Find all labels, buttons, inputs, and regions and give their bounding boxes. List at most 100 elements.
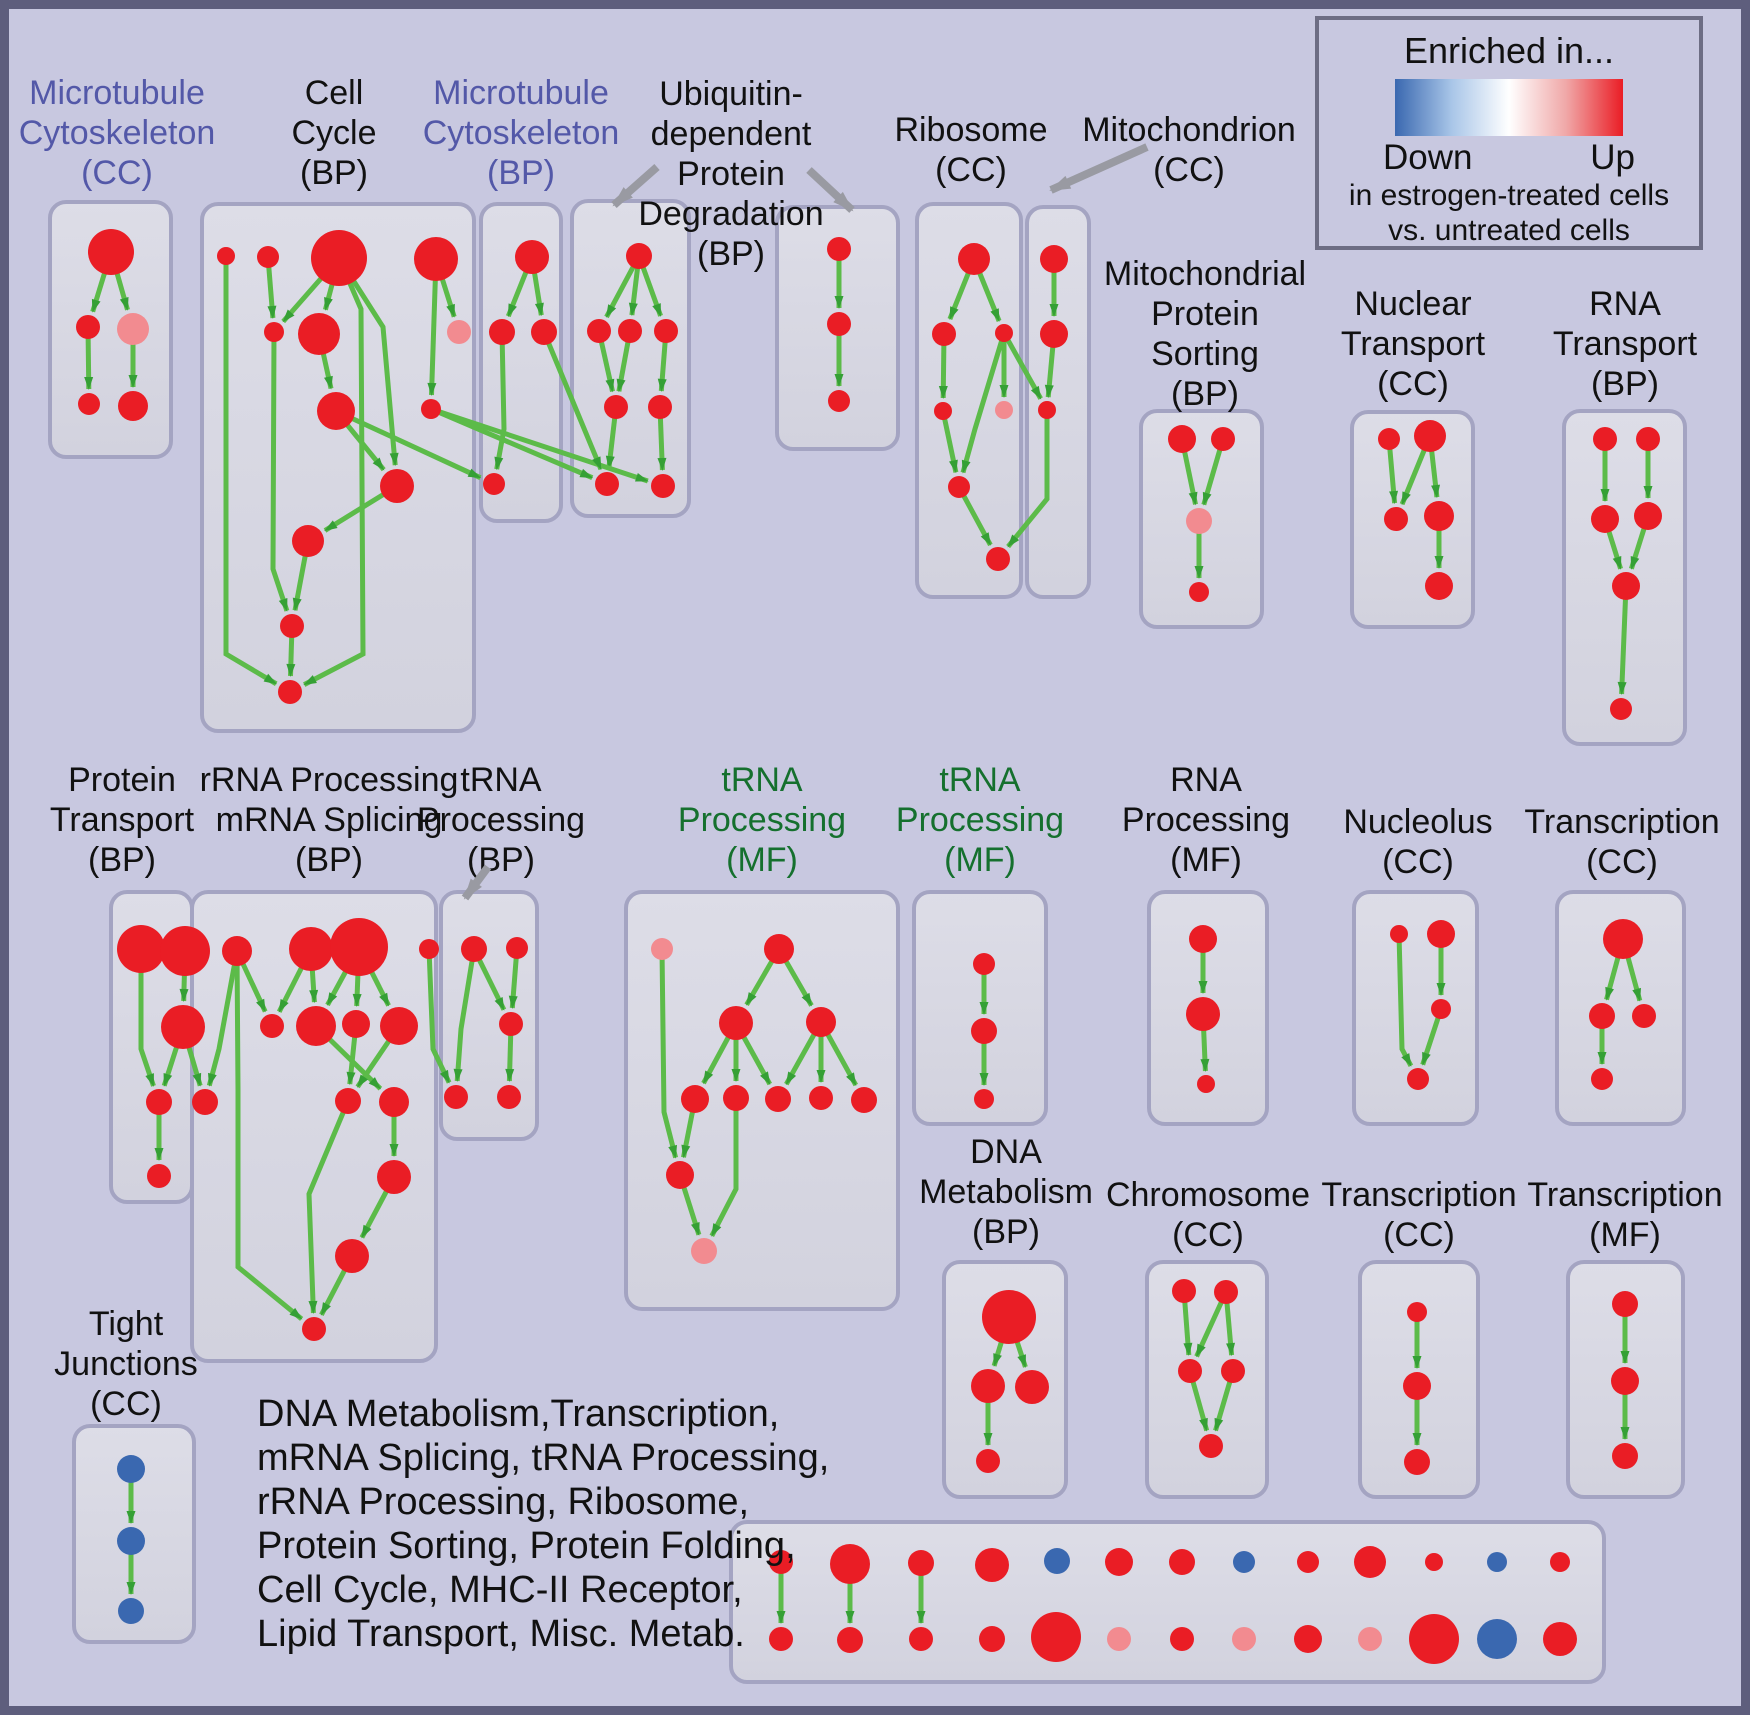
text-block-line-1: mRNA Splicing, tRNA Processing, xyxy=(257,1437,829,1479)
node-rrna-processing-mrna-splicing-5 xyxy=(296,1006,336,1046)
node-rrna-processing-mrna-splicing-9 xyxy=(335,1088,361,1114)
node-misc-strip-0 xyxy=(769,1550,793,1574)
edge-rrna-processing-mrna-splicing-9-13 xyxy=(306,1100,351,1314)
node-rna-transport-2 xyxy=(1591,505,1619,533)
node-rrna-processing-mrna-splicing-11 xyxy=(377,1160,411,1194)
node-misc-strip-19 xyxy=(1170,1627,1194,1651)
cross-edge-cellcycle-to-ubi1-b xyxy=(430,406,649,484)
label-microtubule-cytoskeleton-bp-line-1: Cytoskeleton xyxy=(423,114,620,152)
node-rrna-processing-mrna-splicing-6 xyxy=(342,1010,370,1038)
node-rrna-processing-mrna-splicing-13 xyxy=(302,1317,326,1341)
node-ubiquitin-degradation-1-2 xyxy=(618,319,642,343)
node-transcription-mf-0 xyxy=(1612,1291,1638,1317)
label-trna-processing-bp-line-1: Processing xyxy=(417,801,585,839)
group-box-mitochondrion xyxy=(1025,205,1091,599)
label-trna-processing-mf-1-line-2: (MF) xyxy=(726,841,798,879)
node-cell-cycle-0 xyxy=(217,247,235,265)
node-transcription-cc-bottom-1 xyxy=(1403,1372,1431,1400)
label-transcription-cc-bottom-line-0: Transcription xyxy=(1321,1176,1516,1214)
edge-microtubule-cytoskeleton-bp-1-3 xyxy=(494,331,507,471)
label-rrna-processing-mrna-splicing-bp-line-2: (BP) xyxy=(295,841,363,879)
node-cell-cycle-7 xyxy=(317,392,355,430)
label-trna-processing-mf-1-line-1: Processing xyxy=(678,801,846,839)
label-ubiquitin-dependent-protein-degradation-bp-line-1: dependent xyxy=(651,115,812,153)
cross-edge-ribosome-to-mito xyxy=(1001,331,1043,400)
node-transcription-cc-bottom-0 xyxy=(1407,1302,1427,1322)
node-trna-processing-mf-big-10 xyxy=(691,1238,717,1264)
node-ubiquitin-degradation-1-3 xyxy=(654,319,678,343)
node-misc-strip-9 xyxy=(1354,1546,1386,1578)
node-misc-strip-1 xyxy=(830,1544,870,1584)
node-ubiquitin-degradation-1-4 xyxy=(604,395,628,419)
label-transcription-mf-line-1: (MF) xyxy=(1589,1216,1661,1254)
node-protein-transport-4 xyxy=(147,1164,171,1188)
group-box-rrna-processing-mrna-splicing xyxy=(190,890,438,1363)
node-mitochondrion-0 xyxy=(1040,245,1068,273)
node-ubiquitin-degradation-2-0 xyxy=(827,237,851,261)
text-block-line-2: rRNA Processing, Ribosome, xyxy=(257,1481,749,1523)
label-microtubule-cytoskeleton-bp-line-2: (BP) xyxy=(487,154,555,192)
node-microtubule-cytoskeleton-bp-2 xyxy=(531,319,557,345)
node-mitochondrial-protein-sorting-1 xyxy=(1211,427,1235,451)
label-cell-cycle-bp-line-2: (BP) xyxy=(300,154,368,192)
node-ribosome-3 xyxy=(934,402,952,420)
edge-cell-cycle-3-8 xyxy=(427,258,439,396)
node-microtubule-cytoskeleton-cc-2 xyxy=(117,313,149,345)
node-nuclear-transport-0 xyxy=(1378,428,1400,450)
node-misc-strip-8 xyxy=(1297,1551,1319,1573)
legend-up-label: Up xyxy=(1590,138,1635,177)
label-ubiquitin-dependent-protein-degradation-bp-line-2: Protein xyxy=(677,155,785,193)
label-ubiquitin-dependent-protein-degradation-bp-line-3: Degradation xyxy=(638,195,823,233)
node-cell-cycle-4 xyxy=(264,322,284,342)
text-block-line-0: DNA Metabolism,Transcription, xyxy=(257,1393,779,1435)
label-ribosome-cc-line-0: Ribosome xyxy=(894,111,1047,149)
node-nucleolus-0 xyxy=(1390,925,1408,943)
node-misc-strip-4 xyxy=(1044,1548,1070,1574)
node-ubiquitin-degradation-1-5 xyxy=(648,395,672,419)
edge-trna-processing-mf-big-0-9 xyxy=(659,948,679,1159)
label-dna-metabolism-bp-line-1: Metabolism xyxy=(919,1173,1093,1211)
label-nuclear-transport-cc-line-2: (CC) xyxy=(1377,365,1449,403)
node-rna-transport-3 xyxy=(1634,502,1662,530)
node-cell-cycle-9 xyxy=(380,469,414,503)
node-cell-cycle-11 xyxy=(280,614,304,638)
node-cell-cycle-3 xyxy=(414,237,458,281)
node-rrna-processing-mrna-splicing-3 xyxy=(419,939,439,959)
label-rna-processing-mf-line-1: Processing xyxy=(1122,801,1290,839)
label-trna-processing-mf-1-line-0: tRNA xyxy=(721,761,803,799)
text-block-line-5: Lipid Transport, Misc. Metab. xyxy=(257,1613,745,1655)
edge-protein-transport-0-3 xyxy=(138,949,156,1087)
label-cell-cycle-bp-line-1: Cycle xyxy=(291,114,376,152)
label-microtubule-cytoskeleton-cc-line-1: Cytoskeleton xyxy=(19,114,216,152)
legend-gradient-bar xyxy=(1395,79,1623,136)
node-rrna-processing-mrna-splicing-1 xyxy=(289,927,333,971)
group-box-chromosome xyxy=(1145,1260,1269,1499)
node-ribosome-0 xyxy=(958,243,990,275)
label-ubiquitin-dependent-protein-degradation-bp-line-0: Ubiquitin- xyxy=(659,75,803,113)
node-chromosome-0 xyxy=(1172,1279,1196,1303)
text-block-line-3: Protein Sorting, Protein Folding, xyxy=(257,1525,796,1567)
group-box-trna-processing-mf-big xyxy=(624,890,900,1311)
node-transcription-cc-mid-3 xyxy=(1591,1068,1613,1090)
label-dna-metabolism-bp-line-0: DNA xyxy=(970,1133,1042,1171)
edge-rrna-processing-mrna-splicing-0-13 xyxy=(234,950,304,1321)
node-protein-transport-1 xyxy=(160,926,210,976)
node-rna-processing-mf-2 xyxy=(1197,1075,1215,1093)
edge-ribosome-2-5 xyxy=(960,332,1007,474)
node-trna-processing-mf-small-2 xyxy=(974,1089,994,1109)
node-trna-processing-bp-4 xyxy=(497,1085,521,1109)
node-cell-cycle-12 xyxy=(278,680,302,704)
node-rna-processing-mf-1 xyxy=(1186,997,1220,1031)
node-misc-strip-23 xyxy=(1409,1614,1459,1664)
label-protein-transport-bp-line-2: (BP) xyxy=(88,841,156,879)
annotation-mitochondrion-arrow xyxy=(1049,143,1149,194)
node-microtubule-cytoskeleton-cc-4 xyxy=(118,391,148,421)
node-tight-junctions-0 xyxy=(117,1455,145,1483)
node-trna-processing-bp-0 xyxy=(461,936,487,962)
group-box-misc-strip xyxy=(729,1520,1606,1684)
node-ribosome-2 xyxy=(995,324,1013,342)
label-trna-processing-bp-line-2: (BP) xyxy=(467,841,535,879)
label-rna-transport-bp-line-1: Transport xyxy=(1553,325,1698,363)
label-rrna-processing-mrna-splicing-bp-line-1: mRNA Splicing xyxy=(216,801,443,839)
node-rrna-processing-mrna-splicing-8 xyxy=(192,1089,218,1115)
